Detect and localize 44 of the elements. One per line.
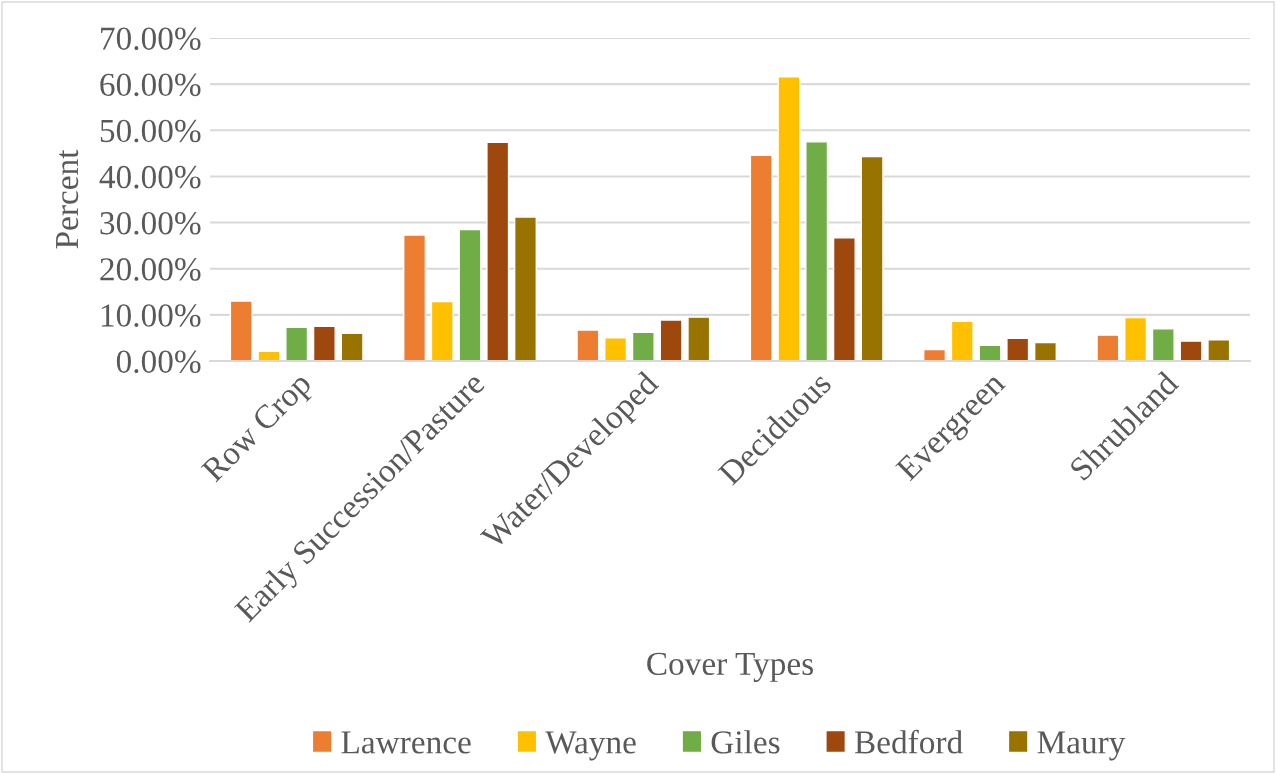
bar xyxy=(805,141,829,361)
bar xyxy=(340,332,364,361)
bar xyxy=(403,234,427,361)
bar xyxy=(486,141,510,361)
bar xyxy=(430,300,454,361)
y-tick-label: 0.00% xyxy=(116,350,201,374)
legend-label: Bedford xyxy=(854,729,963,754)
legend-label: Lawrence xyxy=(341,731,471,754)
y-axis-title: Percent xyxy=(56,149,79,249)
bar xyxy=(576,329,600,361)
bar xyxy=(1179,340,1203,361)
bar xyxy=(687,316,711,361)
bar xyxy=(978,344,1002,361)
bar xyxy=(631,331,655,361)
bar xyxy=(659,319,683,361)
bar xyxy=(777,76,801,361)
bar xyxy=(923,348,947,361)
bar xyxy=(860,155,884,361)
bar xyxy=(458,228,482,361)
y-tick-label: 10.00% xyxy=(101,304,201,327)
bar xyxy=(749,154,773,361)
y-tick-label: 30.00% xyxy=(100,211,201,235)
y-tick-label: 40.00% xyxy=(99,165,201,189)
bar xyxy=(1096,334,1120,361)
legend-label: Wayne xyxy=(545,731,636,761)
legend-label: Maury xyxy=(1037,731,1126,761)
y-tick-label: 60.00% xyxy=(100,73,201,97)
y-tick-label: 50.00% xyxy=(100,119,201,143)
bar xyxy=(1033,341,1057,361)
bar xyxy=(832,237,856,361)
x-axis-title: Cover Types xyxy=(647,652,813,682)
y-tick-label: 20.00% xyxy=(100,258,201,281)
bar xyxy=(285,326,309,361)
bar xyxy=(229,300,253,361)
bar xyxy=(604,337,628,361)
bar xyxy=(1006,337,1030,361)
bar xyxy=(513,216,537,361)
y-tick-label: 70.00% xyxy=(101,27,201,51)
legend-label: Giles xyxy=(711,730,780,754)
bar xyxy=(1151,328,1175,361)
bar xyxy=(312,325,336,361)
bar xyxy=(950,320,974,361)
bar xyxy=(1207,339,1231,361)
bar xyxy=(1124,316,1148,361)
